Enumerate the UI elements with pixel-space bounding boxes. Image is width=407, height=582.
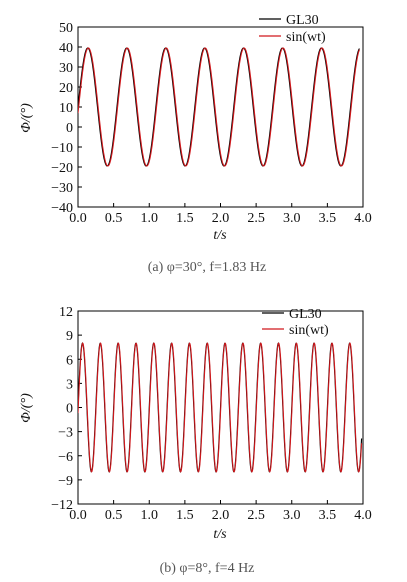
series-line-a-0 — [78, 47, 360, 167]
caption-a: (a) φ=30°, f=1.83 Hz — [148, 260, 267, 275]
x-axis-label-a: t/s — [213, 228, 227, 243]
x-tick-label-b-6: 3.0 — [283, 508, 301, 523]
x-axis-label-b: t/s — [213, 527, 227, 542]
x-tick-label-b-5: 2.5 — [247, 508, 265, 523]
series-line-b-1 — [78, 342, 363, 473]
x-ticks-a: 0.0 0.5 1.0 1.5 2.0 2.5 3.0 3.5 4.0 — [69, 203, 372, 226]
y-tick-label-b-7: 9 — [66, 329, 73, 344]
series-group-b — [78, 342, 363, 473]
y-tick-label-a-3: −10 — [51, 141, 73, 156]
legend-b: GL30 sin(wt) — [262, 307, 329, 338]
series-line-a-1 — [78, 47, 360, 167]
x-tick-label-b-0: 0.0 — [69, 508, 87, 523]
x-tick-label-b-2: 1.0 — [141, 508, 159, 523]
y-tick-label-b-3: −3 — [58, 426, 73, 441]
x-tick-label-b-8: 4.0 — [354, 508, 372, 523]
x-tick-label-a-0: 0.0 — [69, 211, 87, 226]
y-tick-label-a-2: −20 — [51, 161, 73, 176]
y-tick-label-a-9: 50 — [59, 21, 73, 36]
legend-label-b-0: GL30 — [289, 307, 322, 322]
caption-b: (b) φ=8°, f=4 Hz — [160, 561, 255, 576]
y-tick-label-b-6: 6 — [66, 353, 73, 368]
chart-panel-b: 0.0 0.5 1.0 1.5 2.0 2.5 3.0 3.5 4.0 −12 −9 −6 −3 0 3 6… — [19, 305, 372, 576]
chart-panel-a: 0.0 0.5 1.0 1.5 2.0 2.5 3.0 3.5 4.0 −40 −30 −20 −10… — [19, 13, 372, 275]
y-tick-label-b-2: −6 — [58, 450, 73, 465]
y-tick-label-b-4: 0 — [66, 402, 73, 417]
legend-label-a-1: sin(wt) — [286, 30, 326, 45]
legend-label-b-1: sin(wt) — [289, 323, 329, 338]
y-tick-label-a-8: 40 — [59, 41, 73, 56]
y-tick-label-a-7: 30 — [59, 61, 73, 76]
series-group-a — [78, 47, 360, 167]
x-tick-label-a-4: 2.0 — [212, 211, 230, 226]
x-tick-label-a-7: 3.5 — [319, 211, 337, 226]
y-ticks-b: −12 −9 −6 −3 0 3 6 9 12 — [51, 305, 82, 513]
y-axis-label-b: Φ/(°) — [19, 393, 34, 423]
x-tick-label-a-6: 3.0 — [283, 211, 301, 226]
x-tick-label-a-8: 4.0 — [354, 211, 372, 226]
y-tick-label-a-4: 0 — [66, 121, 73, 136]
y-ticks-a: −40 −30 −20 −10 0 10 20 30 40 50 — [51, 21, 82, 216]
y-tick-label-a-0: −40 — [51, 201, 73, 216]
y-tick-label-b-1: −9 — [58, 474, 73, 489]
x-tick-label-a-3: 1.5 — [176, 211, 194, 226]
y-tick-label-a-6: 20 — [59, 81, 73, 96]
legend-label-a-0: GL30 — [286, 13, 319, 28]
x-tick-label-a-2: 1.0 — [141, 211, 159, 226]
y-tick-label-a-5: 10 — [59, 101, 73, 116]
x-tick-label-b-4: 2.0 — [212, 508, 230, 523]
y-axis-label-a: Φ/(°) — [19, 103, 34, 133]
x-tick-label-a-5: 2.5 — [247, 211, 265, 226]
x-tick-label-b-3: 1.5 — [176, 508, 194, 523]
x-tick-label-a-1: 0.5 — [105, 211, 123, 226]
y-tick-label-b-0: −12 — [51, 498, 73, 513]
y-tick-label-b-8: 12 — [59, 305, 73, 320]
x-ticks-b: 0.0 0.5 1.0 1.5 2.0 2.5 3.0 3.5 4.0 — [69, 500, 372, 523]
x-tick-label-b-1: 0.5 — [105, 508, 123, 523]
plot-area-a — [77, 26, 364, 208]
legend-a: GL30 sin(wt) — [259, 13, 326, 45]
y-tick-label-b-5: 3 — [66, 377, 73, 392]
x-tick-label-b-7: 3.5 — [319, 508, 337, 523]
y-tick-label-a-1: −30 — [51, 181, 73, 196]
